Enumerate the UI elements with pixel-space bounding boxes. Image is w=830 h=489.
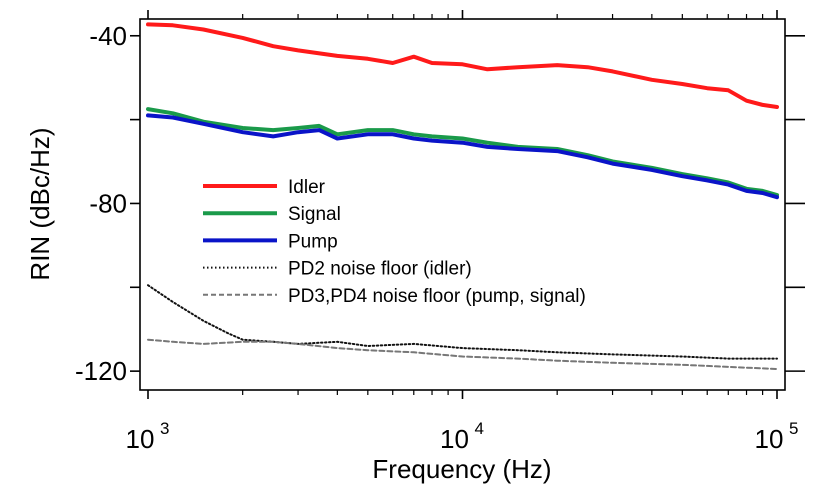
- axis-ticks: 10 3 10 4 10 5 -40 -80 -120: [75, 10, 805, 454]
- x-axis-label: Frequency (Hz): [372, 454, 551, 484]
- x-tick-label: 10: [755, 424, 784, 454]
- legend-label: Signal: [288, 204, 341, 225]
- series-line-1: [146, 107, 779, 198]
- y-axis-label: RIN (dBc/Hz): [25, 127, 55, 280]
- series-line-3: [147, 284, 778, 360]
- y-tick-label: -120: [75, 356, 127, 386]
- legend: Idler Signal Pump PD2 noise floor (idler) PD…: [203, 177, 586, 307]
- series-line-0: [146, 22, 779, 109]
- legend-label: Idler: [288, 177, 326, 198]
- x-tick-exponent: 3: [160, 419, 169, 438]
- y-tick-label: -80: [89, 188, 127, 218]
- series-layer: [146, 22, 779, 370]
- y-tick-label: -40: [89, 21, 127, 51]
- series-line-4: [147, 338, 778, 370]
- legend-label: PD3,PD4 noise floor (pump, signal): [288, 286, 586, 307]
- legend-label: PD2 noise floor (idler): [288, 259, 472, 280]
- x-tick-label: 10: [440, 424, 469, 454]
- x-tick-label: 10: [126, 424, 155, 454]
- x-tick-exponent: 5: [789, 419, 798, 438]
- legend-label: Pump: [288, 231, 338, 252]
- series-line-2: [146, 113, 779, 200]
- plot-area: [139, 18, 786, 391]
- x-tick-exponent: 4: [475, 419, 484, 438]
- plot-frame: [139, 18, 786, 391]
- axis-labels: Frequency (Hz) RIN (dBc/Hz): [25, 127, 552, 484]
